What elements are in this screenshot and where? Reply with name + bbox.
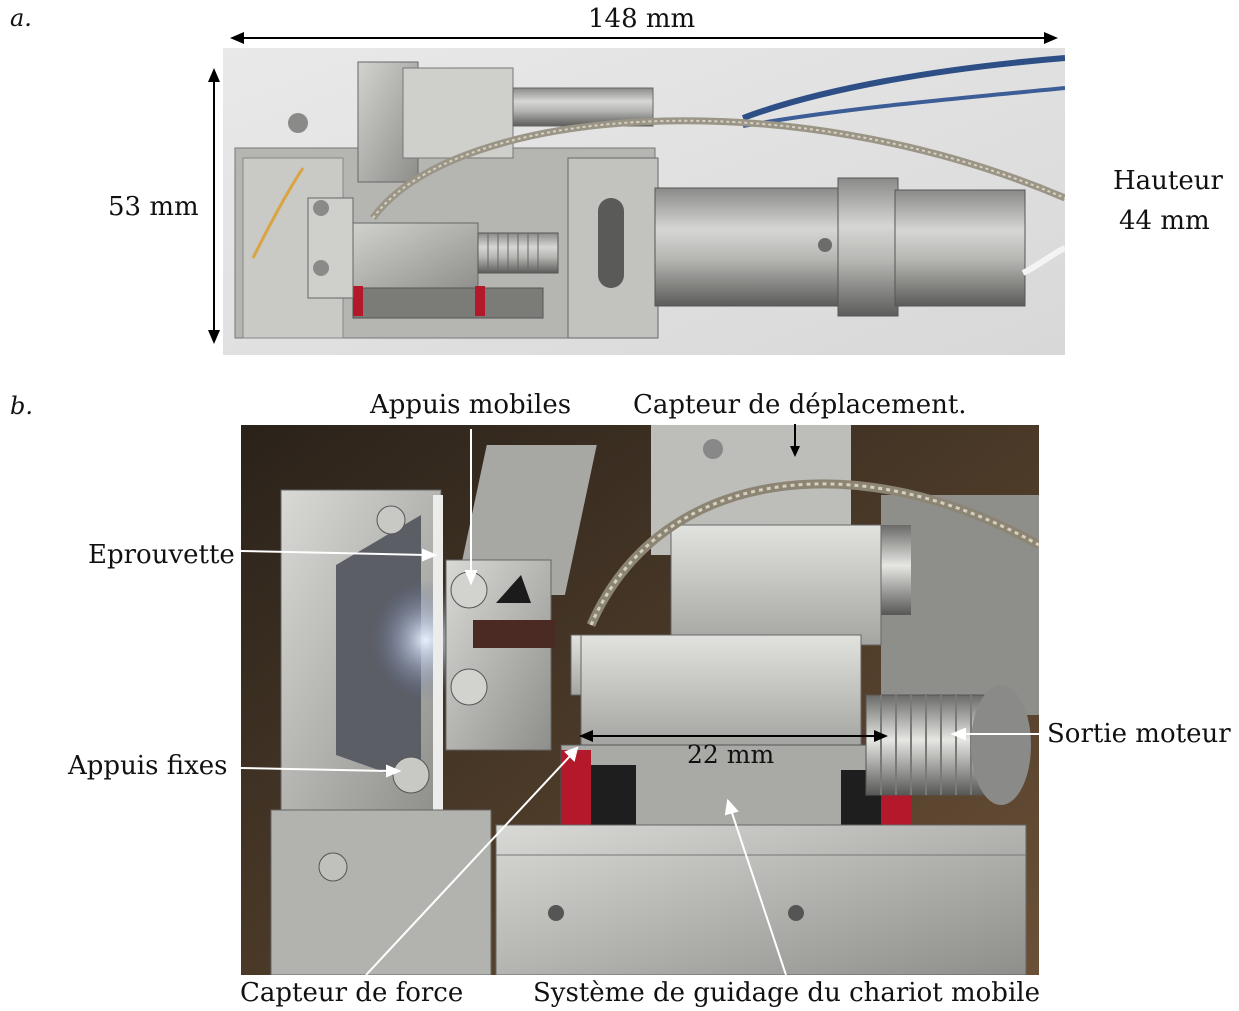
label-eprouvette: Eprouvette bbox=[88, 540, 235, 570]
panel-a-letter: a. bbox=[10, 4, 32, 32]
width-label: 148 mm bbox=[588, 4, 695, 34]
label-appuis-fixes: Appuis fixes bbox=[68, 751, 227, 781]
dimension-22mm-label: 22 mm bbox=[687, 740, 774, 770]
pointer-extensions bbox=[232, 540, 246, 840]
label-capteur-force: Capteur de force bbox=[240, 978, 463, 1008]
height-dimension-arrow bbox=[204, 68, 224, 344]
panel-b-letter: b. bbox=[10, 392, 33, 420]
photo-top-view bbox=[223, 48, 1065, 355]
label-systeme-guidage: Système de guidage du chariot mobile bbox=[533, 978, 1040, 1008]
label-appuis-mobiles: Appuis mobiles bbox=[370, 390, 571, 420]
hauteur-title: Hauteur bbox=[1113, 166, 1223, 196]
hauteur-value: 44 mm bbox=[1119, 206, 1210, 236]
photo-close-up: 22 mm bbox=[241, 425, 1039, 975]
height-label: 53 mm bbox=[108, 192, 199, 222]
displacement-sensor-pointer bbox=[788, 424, 802, 458]
label-sortie-moteur: Sortie moteur bbox=[1047, 719, 1231, 749]
label-capteur-deplacement: Capteur de déplacement. bbox=[633, 390, 967, 420]
